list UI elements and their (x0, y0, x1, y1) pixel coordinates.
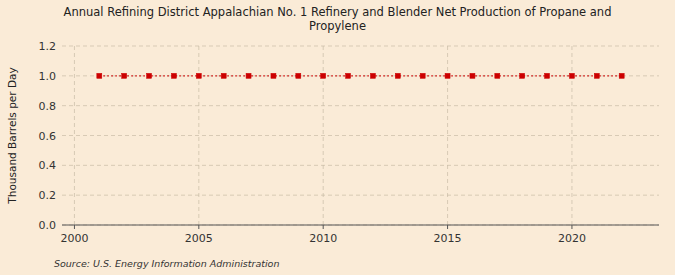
y-grid-line (62, 135, 659, 136)
y-tick-label: 1.0 (39, 70, 57, 83)
data-point (196, 73, 201, 78)
x-grid-line (323, 46, 324, 225)
x-grid-line (571, 46, 572, 225)
x-grid-line (447, 46, 448, 225)
x-grid-line (74, 46, 75, 225)
y-tick-label: 0.4 (39, 159, 57, 172)
data-point (147, 73, 152, 78)
x-tick (198, 225, 199, 229)
y-tick-label: 0.6 (39, 130, 57, 143)
background (0, 0, 675, 275)
x-grid-line (198, 46, 199, 225)
x-tick-label: 2005 (185, 232, 213, 245)
data-point (470, 73, 475, 78)
data-point (171, 73, 176, 78)
source-note: Source: U.S. Energy Information Administ… (54, 258, 279, 269)
chart: Annual Refining District Appalachian No.… (0, 0, 675, 275)
data-point (370, 73, 375, 78)
y-grid-line (62, 165, 659, 166)
y-tick-label: 0.2 (39, 189, 57, 202)
y-axis-label: Thousand Barrels per Day (6, 67, 18, 204)
y-tick-label: 1.2 (39, 40, 57, 53)
data-point (221, 73, 226, 78)
data-layer (97, 73, 624, 78)
x-tick-label: 2020 (558, 232, 586, 245)
grid (62, 46, 659, 225)
data-point (296, 73, 301, 78)
data-point (271, 73, 276, 78)
y-grid-line (62, 105, 659, 106)
data-point (246, 73, 251, 78)
data-point (395, 73, 400, 78)
data-point (594, 73, 599, 78)
y-tick-label: 0.0 (39, 219, 57, 232)
data-point (619, 73, 624, 78)
data-line (99, 75, 621, 76)
x-tick (323, 225, 324, 229)
data-point (122, 73, 127, 78)
data-point (346, 73, 351, 78)
x-tick-label: 2010 (309, 232, 337, 245)
data-point (520, 73, 525, 78)
x-tick-label: 2000 (60, 232, 88, 245)
y-grid-line (62, 225, 659, 226)
data-point (97, 73, 102, 78)
y-grid-line (62, 195, 659, 196)
data-point (321, 73, 326, 78)
y-tick-label: 0.8 (39, 100, 57, 113)
title: Annual Refining District Appalachian No.… (64, 5, 612, 33)
data-point (495, 73, 500, 78)
x-tick (74, 225, 75, 229)
x-tick (571, 225, 572, 229)
y-grid-line (62, 46, 659, 47)
x-tick-label: 2015 (434, 232, 462, 245)
x-axis-line (62, 225, 659, 226)
x-tick (447, 225, 448, 229)
data-point (545, 73, 550, 78)
data-point (445, 73, 450, 78)
data-point (569, 73, 574, 78)
data-point (420, 73, 425, 78)
